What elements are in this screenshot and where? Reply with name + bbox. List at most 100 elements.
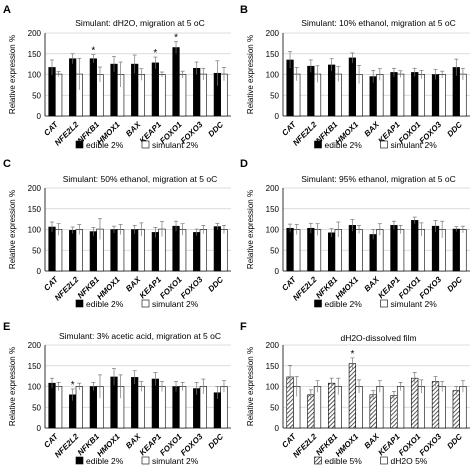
y-tick-label: 100 — [28, 71, 42, 80]
bar — [438, 74, 446, 117]
y-tick-label: 50 — [32, 91, 41, 100]
y-tick-label: 100 — [28, 383, 42, 392]
y-tick-label: 150 — [266, 50, 280, 59]
bar — [396, 73, 405, 117]
x-tick-label: NFE2L2 — [291, 432, 319, 460]
bar — [348, 225, 357, 272]
legend-label: edible 2% — [325, 140, 363, 150]
significance-mark: * — [91, 46, 95, 57]
y-tick-label: 150 — [28, 362, 42, 371]
y-axis-label: Relative expression % — [8, 190, 17, 269]
bar — [179, 229, 187, 272]
x-tick-label: CAT — [42, 119, 60, 137]
legend-swatch — [75, 456, 84, 465]
chart-title: Simulant: 10% ethanol, migration at 5 oC — [301, 18, 456, 28]
x-tick-label: CAT — [280, 274, 298, 292]
chart-panel-b: B Simulant: 10% ethanol, migration at 5 o… — [240, 4, 470, 150]
bar — [313, 229, 322, 272]
x-tick-label: DDC — [445, 275, 464, 294]
panel-letter: A — [3, 4, 11, 16]
bar — [172, 47, 180, 117]
y-tick-label: 100 — [28, 226, 42, 235]
bar — [89, 386, 97, 429]
chart-title: Simulant: dH2O, migration at 5 oC — [75, 18, 204, 28]
bar — [355, 229, 363, 272]
bar — [220, 229, 228, 272]
legend-label: simulant 2% — [391, 140, 438, 150]
y-axis-label: Relative expression % — [246, 35, 255, 114]
y-tick-label: 150 — [266, 362, 280, 371]
chart-title: Simulant: 95% ethanol, migration at 5 oC — [301, 174, 456, 184]
bar — [199, 73, 207, 117]
bar — [376, 74, 384, 117]
bar — [452, 390, 460, 429]
bar — [411, 220, 419, 272]
bar — [293, 229, 301, 272]
bar — [452, 228, 460, 272]
bar — [131, 229, 139, 272]
bar — [390, 72, 398, 117]
y-tick-label: 200 — [28, 29, 42, 38]
bar — [137, 386, 145, 429]
legend-swatch — [141, 456, 150, 465]
significance-mark: * — [71, 380, 75, 391]
bar — [459, 73, 467, 117]
x-tick-label: HMOX1 — [334, 432, 361, 459]
bar — [89, 58, 97, 117]
x-tick-label: FOXO3 — [179, 275, 205, 301]
bar — [327, 232, 336, 272]
bar — [411, 377, 419, 429]
legend-swatch — [380, 456, 388, 465]
legend-swatch — [75, 140, 84, 149]
x-tick-label: CAT — [280, 431, 298, 449]
x-tick-label: DDC — [206, 120, 225, 139]
bar — [313, 386, 322, 429]
bar — [390, 395, 398, 429]
legend-swatch — [314, 299, 322, 308]
bar — [117, 229, 125, 272]
bar — [390, 225, 398, 272]
legend-label: edible 5% — [325, 456, 363, 466]
y-tick-label: 150 — [28, 50, 42, 59]
legend-label: edible 2% — [325, 299, 363, 309]
bar — [459, 386, 467, 429]
bar — [369, 394, 377, 429]
bar — [376, 229, 384, 272]
bar — [158, 74, 166, 117]
legend-swatch — [141, 299, 150, 308]
bar — [89, 231, 97, 272]
bar — [110, 63, 118, 117]
x-tick-label: HMOX1 — [95, 432, 122, 459]
bar — [179, 386, 187, 429]
bar — [151, 62, 159, 117]
chart-panel-a: A Simulant: dH2O, migration at 5 oC Relati… — [3, 4, 231, 150]
legend-label: simulant 2% — [391, 299, 438, 309]
bar — [69, 58, 77, 117]
y-tick-label: 200 — [266, 29, 280, 38]
bar — [376, 386, 384, 429]
bar — [396, 386, 405, 429]
bar — [179, 74, 187, 117]
y-tick-label: 150 — [28, 205, 42, 214]
bar — [172, 386, 180, 429]
bar — [327, 382, 336, 429]
y-tick-label: 50 — [32, 246, 41, 255]
panel-letter: D — [240, 158, 248, 170]
x-tick-label: DDC — [206, 432, 225, 451]
x-tick-label: NFE2L2 — [291, 275, 319, 303]
x-tick-label: DDC — [206, 275, 225, 294]
y-tick-label: 150 — [266, 205, 280, 214]
bar — [348, 57, 357, 117]
y-tick-label: 0 — [275, 424, 280, 433]
bar — [158, 386, 166, 429]
legend-label: dH2O 5% — [391, 456, 428, 466]
bar — [69, 230, 77, 272]
legend-label: edible 2% — [86, 456, 124, 466]
bar — [431, 381, 440, 429]
bar — [199, 229, 207, 272]
bar — [286, 59, 294, 117]
y-tick-label: 200 — [28, 341, 42, 350]
bar — [75, 229, 83, 272]
